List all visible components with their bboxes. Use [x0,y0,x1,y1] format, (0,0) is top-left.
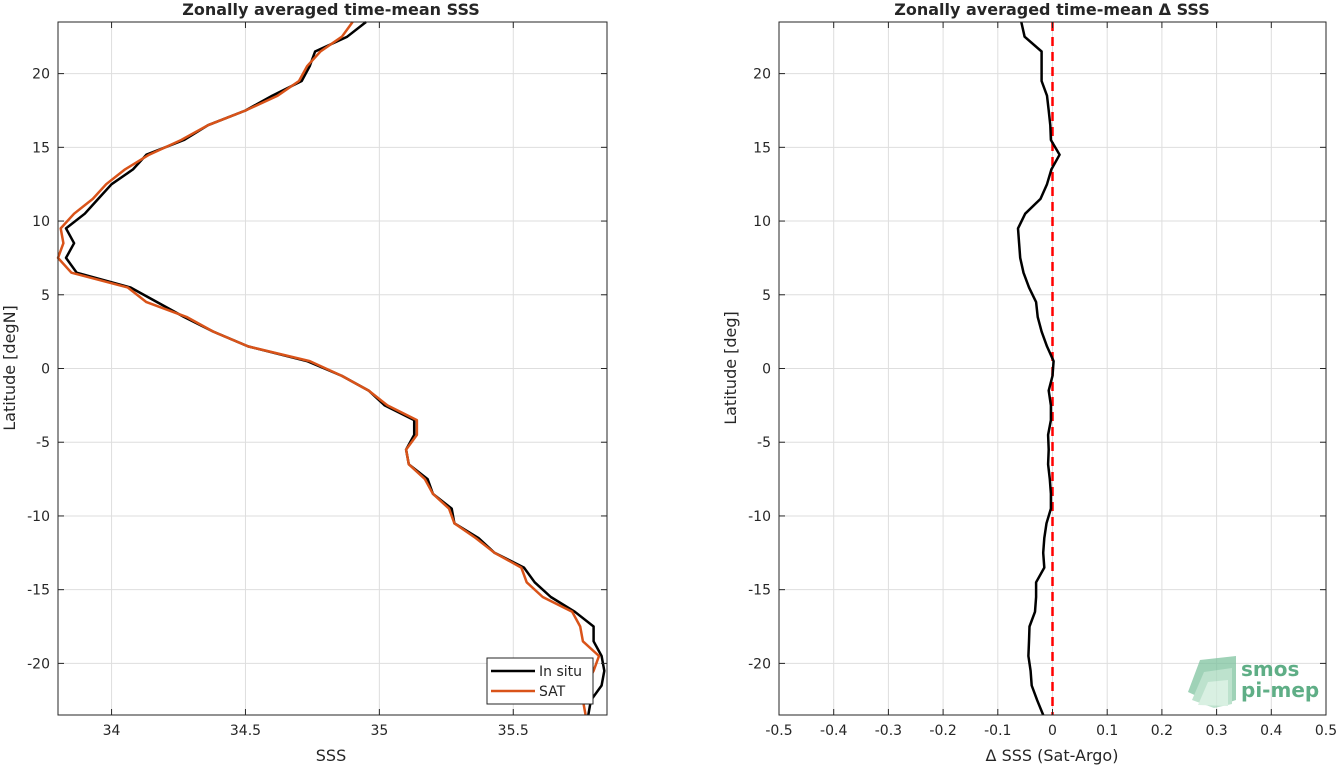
delta-x-tick-label: -0.5 [765,723,792,739]
sss-y-axis-label: Latitude [degN] [0,305,19,431]
logo-line1: smos [1241,657,1299,681]
sss-y-tick-label: -20 [27,656,50,672]
sss-y-tick-label: 20 [32,67,50,83]
sss-y-tick-label: -5 [36,435,50,451]
delta-x-tick-label: -0.4 [820,723,847,739]
delta-y-tick-label: -10 [748,509,771,525]
delta-y-tick-label: 0 [762,362,771,378]
sss-x-tick-label: 34.5 [230,723,261,739]
sss-lines [56,21,606,716]
delta-chart-title: Zonally averaged time-mean Δ SSS [894,0,1210,19]
sss-y-tick-label: -15 [27,583,50,599]
delta-y-tick-label: 10 [753,214,771,230]
delta-y-axis-label: Latitude [deg] [721,311,740,425]
legend-sat-label: SAT [539,684,566,700]
delta-x-tick-label: 0.4 [1260,723,1282,739]
delta-ticks: -0.5 -0.4 -0.3 -0.2 -0.1 0 0.1 0.2 0.3 0.4 0.5 20 15… [748,22,1337,739]
logo-line2: pi-mep [1241,678,1319,702]
sss-x-tick-label: 35.5 [498,723,529,739]
delta-x-tick-label: 0.1 [1096,723,1118,739]
delta-y-tick-label: 15 [753,140,771,156]
sss-ticks: 34 34.5 35 35.5 20 15 10 5 0 -5 -10 -15 -20 [27,22,607,739]
sss-x-axis-label: SSS [316,746,346,765]
sss-chart-title: Zonally averaged time-mean SSS [182,0,480,19]
legend-box [486,657,594,705]
delta-sss-panel: -0.5 -0.4 -0.3 -0.2 -0.1 0 0.1 0.2 0.3 0.4 0.5 20 15… [721,0,1337,765]
delta-y-tick-label: -5 [757,435,771,451]
sss-panel: 34 34.5 35 35.5 20 15 10 5 0 -5 -10 -15 -20 Zonally … [0,0,608,765]
delta-y-tick-label: 20 [753,67,771,83]
delta-x-tick-label: -0.3 [875,723,902,739]
delta-y-tick-label: -20 [748,656,771,672]
delta-y-tick-label: 5 [762,288,771,304]
delta-lines [1016,21,1061,716]
sss-grid [58,22,607,715]
sss-sat-line [56,21,601,716]
delta-x-tick-label: 0.2 [1151,723,1173,739]
sss-y-tick-label: 10 [32,214,50,230]
sss-x-tick-label: 34 [103,723,121,739]
sss-y-tick-label: 0 [41,362,50,378]
legend: In situ SAT [486,657,594,705]
delta-y-tick-label: -15 [748,583,771,599]
sss-y-tick-label: 15 [32,140,50,156]
sss-y-tick-label: -10 [27,509,50,525]
delta-x-tick-label: -0.1 [984,723,1011,739]
delta-x-axis-label: Δ SSS (Sat-Argo) [986,746,1119,765]
logo-waves-icon [1188,656,1236,708]
delta-x-tick-label: 0.5 [1315,723,1337,739]
sss-x-tick-label: 35 [370,723,388,739]
delta-series-0-line [1016,21,1061,716]
delta-x-tick-label: 0 [1048,723,1057,739]
delta-x-tick-label: 0.3 [1205,723,1227,739]
legend-insitu-label: In situ [539,664,582,680]
sss-y-tick-label: 5 [41,288,50,304]
delta-x-tick-label: -0.2 [929,723,956,739]
smos-pimep-logo: smos pi-mep [1188,656,1319,708]
